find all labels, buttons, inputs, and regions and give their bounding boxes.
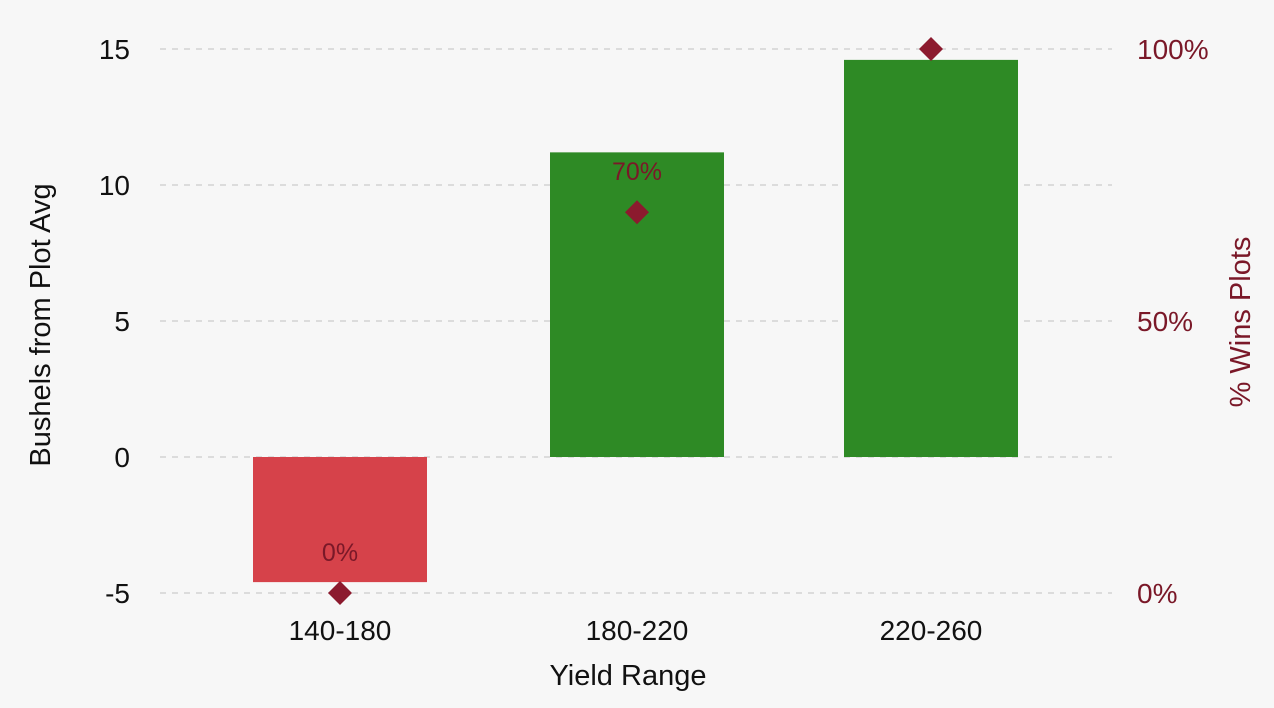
y-tick-label: 10 <box>99 170 130 201</box>
tick-labels: -5 0 5 10 15 0% 50% 100% 140-180 180-220 220-260 0%… <box>99 34 1209 646</box>
y-tick-label: -5 <box>105 578 130 609</box>
x-axis-title: Yield Range <box>550 660 707 692</box>
y-axis-title: Bushels from Plot Avg <box>25 183 57 466</box>
win-marker-140-180 <box>328 581 352 605</box>
y-tick-label: 5 <box>114 306 130 337</box>
bar-220-260 <box>844 59 1018 457</box>
y2-tick-label: 100% <box>1137 34 1209 65</box>
x-tick-label: 180-220 <box>586 615 689 646</box>
bar-140-180 <box>253 457 427 583</box>
x-tick-label: 140-180 <box>289 615 392 646</box>
y2-axis-title: % Wins Plots <box>1225 237 1257 408</box>
win-marker-220-260 <box>919 37 943 61</box>
win-data-label: 0% <box>322 539 358 567</box>
win-marker-180-220 <box>625 200 649 225</box>
x-tick-label: 220-260 <box>880 615 983 646</box>
y2-tick-label: 0% <box>1137 578 1177 609</box>
y-tick-label: 15 <box>99 34 130 65</box>
bar-180-220 <box>550 152 724 458</box>
win-data-label: 70% <box>612 158 662 186</box>
win-markers <box>328 37 943 605</box>
y-tick-label: 0 <box>114 442 130 473</box>
bars <box>253 59 1018 583</box>
y2-tick-label: 50% <box>1137 306 1193 337</box>
